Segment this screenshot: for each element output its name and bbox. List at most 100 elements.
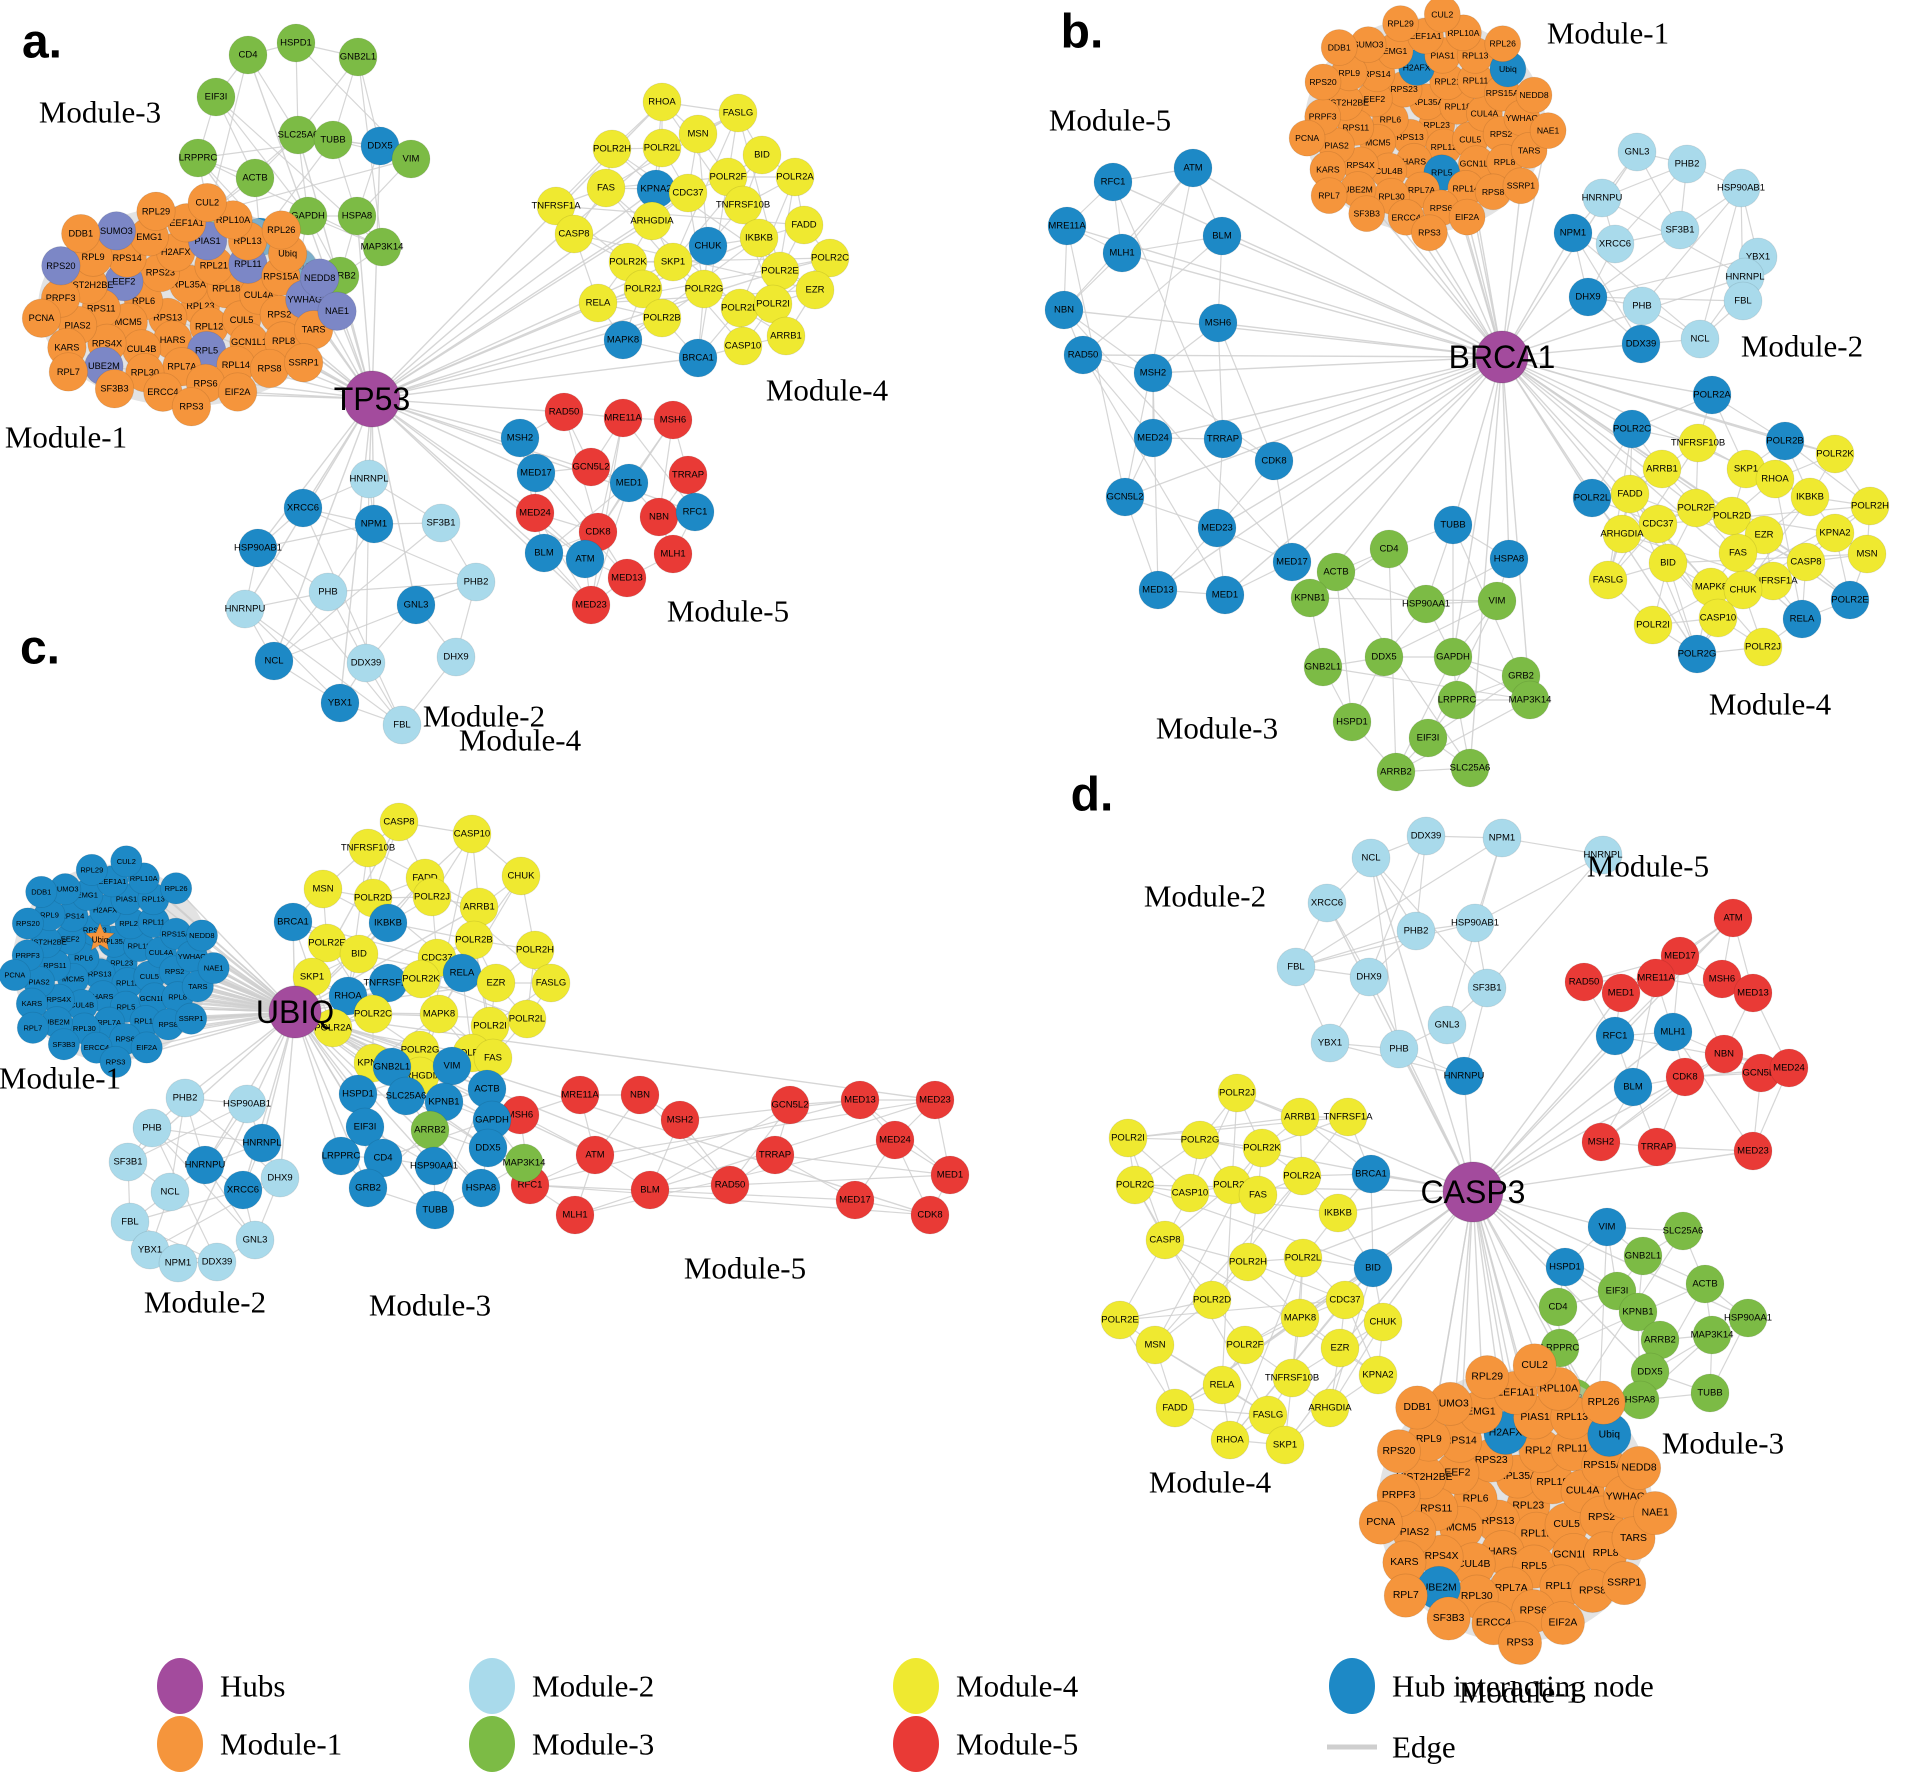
- edge: [1217, 322, 1224, 440]
- gene-node-label: GCN1L1: [231, 337, 267, 347]
- gene-node-label: POLR2F: [1678, 503, 1715, 514]
- gene-node: [620, 1075, 660, 1115]
- gene-node: [158, 1243, 198, 1283]
- gene-node-label: EEF2: [112, 277, 135, 287]
- module-label: Module-5: [684, 1251, 806, 1286]
- gene-node-label: FASLG: [536, 978, 567, 989]
- gene-node: [461, 1168, 501, 1208]
- gene-node-label: DDX39: [202, 1257, 233, 1268]
- gene-node-label: RPL23: [186, 301, 214, 311]
- gene-node-label: MAP3K14: [1691, 1330, 1734, 1341]
- gene-node-label: KPNB1: [428, 1097, 459, 1108]
- gene-node-label: KPNA2: [357, 1058, 388, 1069]
- gene-node: [742, 135, 782, 175]
- gene-node: [414, 1146, 454, 1186]
- gene-node-label: ARHGDIA: [630, 216, 674, 227]
- gene-node-label: RFC1: [683, 507, 708, 518]
- gene-node-label: RPL7A: [167, 362, 197, 372]
- gene-node-label: CDK8: [585, 527, 610, 538]
- gene-node-label: BLM: [1212, 231, 1232, 242]
- edge: [1641, 187, 1742, 307]
- gene-node: [1678, 423, 1718, 463]
- gene-node: [1467, 968, 1507, 1008]
- gene-node-label: PCNA: [4, 971, 25, 980]
- gene-node: [1316, 552, 1356, 592]
- gene-node-label: PRPF3: [46, 293, 76, 303]
- gene-node-label: MSN: [312, 884, 333, 895]
- edge: [1383, 600, 1498, 658]
- gene-node: [718, 93, 758, 133]
- gene-node: [386, 1076, 426, 1116]
- gene-node-label: EIF2A: [1548, 1618, 1577, 1629]
- gene-node-label: POLR2B: [455, 935, 493, 946]
- gene-node: [1721, 168, 1761, 208]
- gene-node-label: POLR2E: [1831, 595, 1869, 606]
- edge: [371, 398, 537, 474]
- gene-node-label: PIAS1: [116, 895, 137, 904]
- hub-node: [268, 985, 322, 1039]
- gene-node-label: NEDD8: [189, 931, 214, 940]
- gene-node-label: CDK8: [1672, 1072, 1697, 1083]
- gene-node-label: HSP90AB1: [1717, 183, 1765, 194]
- legend-item: Hub interacting node: [1329, 1658, 1654, 1714]
- edge: [294, 1011, 936, 1101]
- gene-node: [653, 400, 693, 440]
- legend-swatch: [893, 1658, 939, 1714]
- gene-node: [300, 258, 340, 298]
- edge: [594, 1099, 936, 1156]
- gene-node: [1280, 1097, 1320, 1137]
- gene-node-label: SUMO3: [1353, 40, 1384, 50]
- gene-node: [1173, 148, 1213, 188]
- gene-node-label: YBX1: [138, 1245, 162, 1256]
- gene-node-label: RHOA: [648, 97, 676, 108]
- edge: [356, 215, 373, 400]
- gene-node-label: CASP10: [1172, 1188, 1208, 1199]
- gene-node-label: HSP90AB1: [1451, 918, 1499, 929]
- gene-node-label: MAPK8: [607, 335, 639, 346]
- gene-node-label: VIM: [1489, 596, 1506, 607]
- gene-node-label: RPS8: [158, 1020, 178, 1029]
- gene-node: [1515, 76, 1553, 114]
- gene-node-label: IKBKB: [1324, 1208, 1352, 1219]
- gene-node-label: IKBKB: [1796, 492, 1824, 503]
- gene-node-label: FASLG: [1593, 575, 1624, 586]
- gene-node: [178, 138, 218, 178]
- module-cluster-b-m3: TUBB CD4 HSPA8 ACTB KPNB1 HSP90AA1 VIM DDX5 GAPD…: [1290, 505, 1551, 792]
- gene-node-label: MED23: [919, 1095, 951, 1106]
- gene-node: [1202, 216, 1242, 256]
- gene-node: [1847, 534, 1887, 574]
- gene-node-label: SF3B3: [1433, 1613, 1465, 1624]
- gene-node-label: CUL5: [230, 315, 254, 325]
- gene-node-label: HSP90AA1: [1724, 1313, 1772, 1324]
- gene-node-label: MED24: [1773, 1063, 1805, 1074]
- gene-node-label: MED24: [519, 508, 551, 519]
- gene-node: [1406, 816, 1446, 856]
- gene-node: [110, 845, 143, 878]
- gene-node-label: HSPD1: [1549, 1262, 1581, 1273]
- gene-node: [1790, 477, 1830, 517]
- gene-node-label: RPS23: [1390, 84, 1418, 94]
- gene-node-label: POLR2H: [1229, 1257, 1267, 1268]
- gene-node: [468, 1128, 508, 1168]
- gene-node: [1228, 1242, 1268, 1282]
- gene-node-label: PCNA: [29, 313, 55, 323]
- gene-node-label: RPL9: [40, 911, 59, 920]
- edge: [1472, 992, 1622, 1193]
- gene-node-label: HNRNPU: [1582, 193, 1623, 204]
- gene-node-label: YBX1: [1318, 1038, 1342, 1049]
- gene-node-label: RPL11: [1463, 75, 1489, 85]
- gene-node-label: ATM: [585, 1150, 604, 1161]
- gene-node: [1568, 277, 1608, 317]
- gene-node: [1138, 570, 1178, 610]
- gene-node-label: POLR2F: [710, 172, 747, 183]
- gene-node: [1665, 1057, 1705, 1097]
- gene-node: [165, 1078, 205, 1118]
- gene-node-label: MSH6: [507, 1110, 533, 1121]
- gene-node: [1529, 112, 1567, 149]
- gene-node-label: RFC1: [1101, 177, 1126, 188]
- gene-node-label: RPL21: [119, 919, 142, 928]
- gene-node-label: RPL13: [1462, 50, 1489, 60]
- gene-node-label: RPL26: [267, 225, 295, 235]
- edge: [1222, 356, 1503, 440]
